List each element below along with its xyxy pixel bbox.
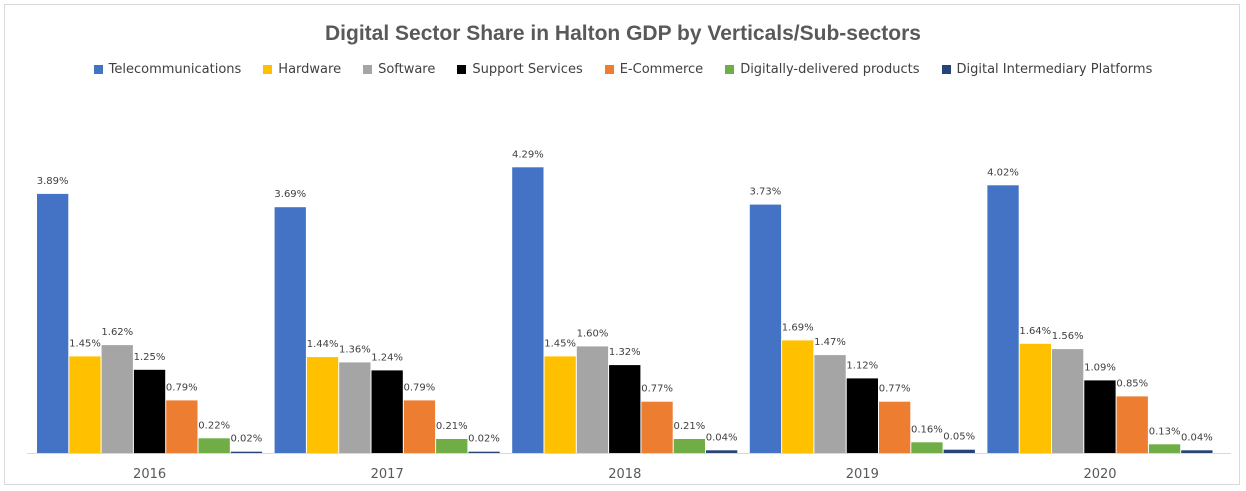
- data-label: 3.73%: [750, 187, 782, 198]
- data-label: 1.69%: [782, 322, 814, 333]
- legend-item: Telecommunications: [93, 62, 242, 77]
- legend-label: Hardware: [278, 62, 342, 77]
- bar: [879, 401, 911, 453]
- x-tick-label: 2017: [371, 467, 404, 482]
- data-label: 0.21%: [674, 421, 706, 432]
- legend-item: E-Commerce: [604, 62, 704, 77]
- data-label: 1.60%: [577, 328, 609, 339]
- bar: [609, 365, 641, 453]
- bar: [782, 340, 814, 453]
- data-label: 0.77%: [641, 384, 673, 395]
- bar: [1148, 444, 1181, 453]
- data-label: 1.09%: [1084, 362, 1116, 373]
- bar: [1019, 343, 1051, 453]
- data-label: 0.21%: [436, 421, 468, 432]
- data-label: 4.02%: [987, 167, 1019, 178]
- data-label: 0.04%: [706, 432, 738, 443]
- bar: [1052, 349, 1084, 453]
- bar: [943, 449, 975, 453]
- bar: [544, 356, 576, 453]
- x-tick-label: 2018: [608, 467, 641, 482]
- legend-label: Digitally-delivered products: [740, 62, 920, 77]
- data-label: 0.13%: [1149, 426, 1181, 437]
- data-label: 1.32%: [609, 347, 641, 358]
- legend-swatch: [457, 65, 467, 74]
- data-label: 1.44%: [307, 339, 339, 350]
- legend-swatch: [363, 65, 373, 74]
- data-label: 4.29%: [512, 149, 544, 160]
- data-label: 1.24%: [371, 352, 403, 363]
- bar: [101, 345, 133, 453]
- data-label: 0.85%: [1116, 378, 1148, 389]
- data-label: 0.04%: [1181, 432, 1213, 443]
- legend-label: Software: [378, 62, 436, 77]
- bar: [814, 355, 846, 453]
- x-tick-label: 2016: [133, 467, 166, 482]
- bar: [749, 204, 782, 453]
- bar: [371, 370, 403, 453]
- data-label: 3.89%: [37, 176, 69, 187]
- bar: [166, 400, 198, 453]
- legend-swatch: [604, 65, 614, 74]
- data-label: 1.47%: [814, 337, 846, 348]
- data-label: 1.12%: [846, 360, 878, 371]
- data-label: 1.56%: [1052, 331, 1084, 342]
- x-tick-label: 2020: [1083, 467, 1116, 482]
- data-label: 1.64%: [1019, 326, 1051, 337]
- legend-label: Digital Intermediary Platforms: [956, 62, 1153, 77]
- bar: [133, 369, 166, 454]
- bar: [37, 193, 69, 453]
- legend-label: Support Services: [472, 62, 583, 77]
- bar: [198, 438, 230, 453]
- bar: [706, 450, 738, 453]
- bar: [274, 207, 306, 453]
- chart-legend: Telecommunications Hardware Software Suppor…: [0, 62, 1246, 77]
- legend-item: Hardware: [263, 62, 341, 77]
- bar: [576, 346, 609, 453]
- bar: [1084, 380, 1116, 453]
- bar: [403, 400, 436, 453]
- legend-item: Digitally-delivered products: [725, 62, 920, 77]
- legend-item: Digital Intermediary Platforms: [941, 62, 1153, 77]
- data-label: 1.45%: [69, 338, 101, 349]
- legend-swatch: [941, 65, 951, 74]
- legend-swatch: [725, 65, 735, 74]
- data-label: 0.16%: [911, 424, 943, 435]
- data-label: 0.79%: [404, 382, 436, 393]
- bar: [69, 356, 101, 453]
- data-label: 1.62%: [101, 327, 133, 338]
- data-label: 1.45%: [544, 338, 576, 349]
- legend-label: E-Commerce: [619, 62, 704, 77]
- data-label: 1.25%: [134, 352, 166, 363]
- bar: [306, 357, 339, 453]
- bar: [339, 362, 371, 453]
- bar: [230, 451, 263, 453]
- bar: [1116, 396, 1148, 453]
- data-label: 3.69%: [274, 189, 306, 200]
- bar: [987, 185, 1019, 454]
- bar: [1181, 450, 1213, 453]
- x-tick-label: 2019: [846, 467, 879, 482]
- legend-swatch: [263, 65, 273, 74]
- data-label: 0.79%: [166, 382, 198, 393]
- data-label: 0.05%: [943, 432, 975, 443]
- bar: [641, 401, 673, 453]
- chart-title: Digital Sector Share in Halton GDP by Ve…: [325, 22, 921, 45]
- data-label: 0.22%: [198, 420, 230, 431]
- data-label: 0.77%: [879, 384, 911, 395]
- data-label: 1.36%: [339, 344, 371, 355]
- bar: [468, 451, 500, 453]
- bar: [846, 378, 878, 453]
- legend-item: Software: [363, 62, 435, 77]
- bar: [436, 439, 468, 453]
- data-label: 0.02%: [468, 434, 500, 445]
- legend-item: Support Services: [457, 62, 583, 77]
- legend-swatch: [93, 65, 103, 74]
- bar: [673, 439, 705, 453]
- legend-label: Telecommunications: [108, 62, 242, 77]
- data-label: 0.02%: [231, 434, 263, 445]
- bar: [512, 167, 544, 454]
- bar: [911, 442, 943, 453]
